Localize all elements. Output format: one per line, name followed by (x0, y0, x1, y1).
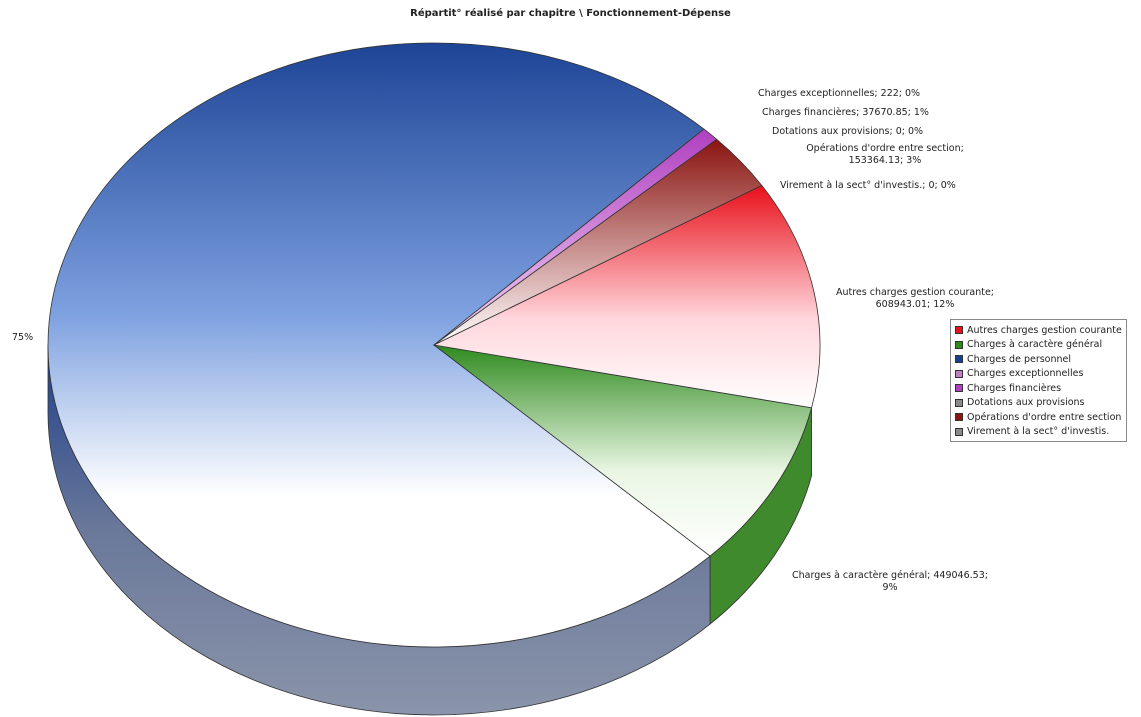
pie-slice-charges-personnel (47, 42, 711, 648)
chart-legend: Autres charges gestion courante Charges … (950, 319, 1127, 442)
legend-swatch (955, 340, 963, 349)
legend-item: Charges exceptionnelles (955, 367, 1122, 382)
data-label-autres-charges: Autres charges gestion courante; 608943.… (835, 287, 995, 310)
data-label-charges-general: Charges à caractère général; 449046.53; … (792, 570, 988, 593)
data-label-charges-personnel: 75% (12, 332, 34, 343)
legend-item: Charges financières (955, 381, 1122, 396)
data-label-virement: Virement à la sect° d'investis.; 0; 0% (780, 180, 956, 191)
legend-item: Virement à la sect° d'investis. (955, 425, 1122, 440)
data-label-charges-exceptionnelles: Charges exceptionnelles; 222; 0% (758, 88, 921, 99)
legend-item: Charges de personnel (955, 352, 1122, 367)
legend-item: Dotations aux provisions (955, 396, 1122, 411)
data-label-charges-financieres: Charges financières; 37670.85; 1% (762, 107, 929, 118)
legend-swatch (955, 427, 963, 436)
legend-swatch (955, 384, 963, 393)
legend-swatch (955, 355, 963, 364)
pie-slice-charges-general (433, 344, 813, 557)
pie-slice-autres-charges (432, 185, 821, 409)
data-label-dotations: Dotations aux provisions; 0; 0% (772, 126, 924, 137)
legend-item: Opérations d'ordre entre section (955, 410, 1122, 425)
legend-swatch (955, 369, 963, 378)
chart-title: Répartit° réalisé par chapitre \ Fonctio… (410, 8, 731, 19)
legend-swatch (955, 413, 963, 422)
legend-item: Charges à caractère général (955, 338, 1122, 353)
data-label-operations-ordre: Opérations d'ordre entre section; 153364… (806, 143, 964, 166)
legend-swatch (955, 398, 963, 407)
legend-swatch (955, 326, 963, 335)
legend-item: Autres charges gestion courante (955, 323, 1122, 338)
